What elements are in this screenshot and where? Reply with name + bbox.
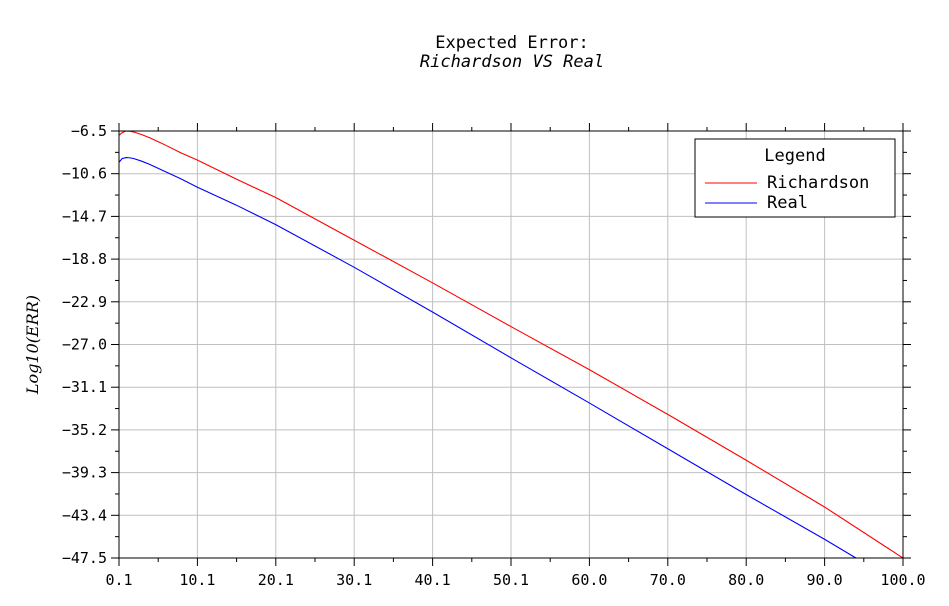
x-tick-label: 20.1 — [258, 571, 294, 589]
y-tick-label: −27.0 — [62, 336, 107, 354]
x-tick-label: 30.1 — [336, 571, 372, 589]
legend-label-real: Real — [767, 193, 808, 213]
x-tick-label: 100.0 — [880, 571, 925, 589]
axis-ticks — [111, 123, 911, 566]
x-tick-label: 0.1 — [105, 571, 132, 589]
chart-title: Expected Error: — [435, 33, 589, 53]
legend-box — [694, 138, 896, 218]
x-tick-label: 90.0 — [807, 571, 843, 589]
legend-title: Legend — [764, 146, 825, 166]
tick-labels: 0.1 10.1 20.1 30.1 40.1 50.1 60.0 70.0 80.0 90.0 1… — [62, 122, 926, 589]
y-tick-label: −22.9 — [62, 293, 107, 311]
y-tick-label: −10.6 — [62, 165, 107, 183]
y-axis-label: Log10(ERR) — [23, 295, 42, 395]
chart-titles: Expected Error: Richardson VS Real — [420, 33, 604, 72]
y-tick-label: −31.1 — [62, 378, 107, 396]
y-tick-label: −6.5 — [71, 122, 107, 140]
y-tick-label: −14.7 — [62, 207, 107, 225]
y-tick-label: −43.4 — [62, 506, 107, 524]
x-tick-label: 10.1 — [179, 571, 215, 589]
y-tick-label: −47.5 — [62, 549, 107, 567]
y-tick-label: −39.3 — [62, 464, 107, 482]
x-tick-label: 70.0 — [650, 571, 686, 589]
x-tick-label: 60.0 — [571, 571, 607, 589]
legend-label-richardson: Richardson — [767, 173, 869, 193]
y-tick-label: −35.2 — [62, 421, 107, 439]
x-tick-label: 50.1 — [493, 571, 529, 589]
y-tick-label: −18.8 — [62, 250, 107, 268]
x-tick-label: 40.1 — [415, 571, 451, 589]
grid — [119, 131, 903, 558]
series-line-real — [119, 157, 857, 558]
chart-subtitle: Richardson VS Real — [420, 52, 604, 72]
x-tick-label: 80.0 — [728, 571, 764, 589]
